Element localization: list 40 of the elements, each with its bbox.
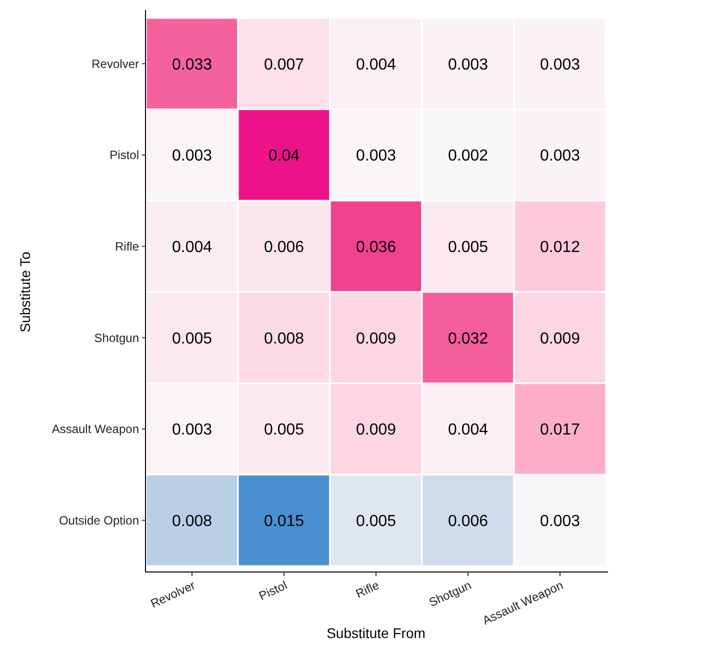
data-label: 0.033 [172,56,212,74]
data-label: 0.003 [172,422,212,439]
data-label: 0.004 [448,422,488,439]
x-tick-label: Rifle [354,578,382,601]
data-label: 0.004 [172,238,212,256]
data-label: 0.008 [264,330,304,348]
data-label: 0.004 [356,56,396,74]
y-tick-label: Shotgun [94,330,139,345]
data-label: 0.005 [448,238,488,256]
data-label: 0.009 [356,422,396,439]
data-label: 0.012 [540,238,580,256]
data-label: 0.006 [448,512,488,530]
y-tick-label: Assault Weapon [52,422,139,436]
y-axis-title: Substitute To [17,251,33,332]
data-label: 0.002 [448,148,488,165]
data-label: 0.04 [268,148,300,165]
data-label: 0.017 [540,422,580,439]
data-label: 0.003 [540,56,580,74]
data-label: 0.005 [264,422,304,439]
data-label: 0.006 [264,238,304,256]
data-label: 0.003 [172,148,212,165]
y-tick-label: Rifle [114,240,140,254]
data-label: 0.003 [540,512,580,530]
data-label: 0.009 [540,330,580,348]
data-label: 0.003 [448,56,488,74]
data-label: 0.032 [448,330,488,348]
x-axis-title: Substitute From [326,625,426,641]
y-tick-label: Revolver [92,56,139,71]
data-label: 0.015 [264,512,304,530]
data-label: 0.005 [356,512,396,530]
y-tick-label: Outside Option [58,514,139,528]
data-label: 0.003 [540,148,580,165]
data-label: 0.009 [356,330,396,348]
data-label: 0.036 [356,238,396,256]
data-label: 0.008 [172,512,212,530]
data-label: 0.005 [172,330,212,348]
data-label: 0.007 [264,56,304,74]
data-label: 0.003 [356,148,396,165]
x-tick-label: Pistol [256,578,290,604]
y-tick-label: Pistol [110,148,139,162]
